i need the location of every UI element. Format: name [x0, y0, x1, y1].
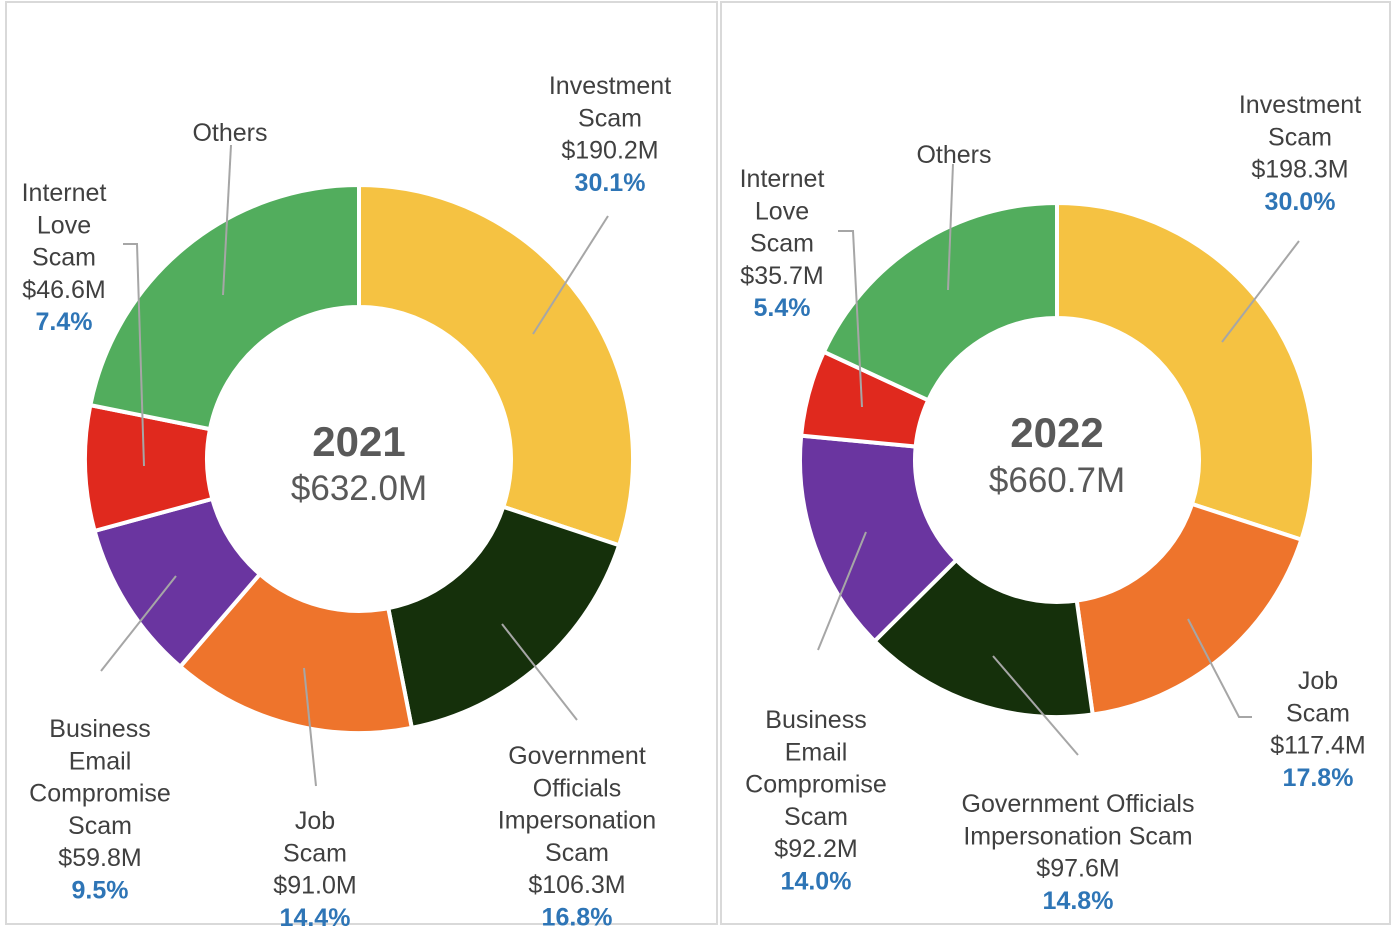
- leader-line-job: [1187, 618, 1252, 718]
- percent-label-investment: 30.1%: [575, 169, 646, 197]
- amount-label-job: $91.0M: [273, 872, 356, 900]
- data-label-job: Job Scam: [1286, 667, 1350, 727]
- data-label-others: Others: [916, 141, 991, 169]
- amount-label-job: $117.4M: [1270, 732, 1365, 760]
- amount-label-investment: $190.2M: [561, 137, 658, 165]
- percent-label-internet-love: 5.4%: [754, 294, 811, 322]
- center-total-label: $660.7M: [989, 461, 1125, 500]
- data-label-investment: Investment Scam: [549, 72, 671, 132]
- donut-chart-2021: Investment Scam $190.2M 30.1% Government Offi…: [22, 72, 672, 928]
- data-label-job: Job Scam: [283, 807, 347, 867]
- data-label-investment: Investment Scam: [1239, 91, 1361, 151]
- leader-line-others: [947, 163, 954, 291]
- leader-line-government: [501, 623, 578, 721]
- slice-investment: [1055, 200, 1316, 543]
- slice-government: [385, 504, 622, 731]
- leader-line-government: [992, 655, 1079, 756]
- data-label-others: Others: [192, 119, 267, 147]
- center-year-label: 2021: [312, 418, 405, 465]
- percent-label-government: 16.8%: [542, 904, 613, 928]
- data-label-government: Government Officials Impersonation Scam: [962, 790, 1195, 850]
- percent-label-business-email: 9.5%: [72, 877, 129, 905]
- leader-line-business-email: [100, 575, 177, 672]
- amount-label-government: $97.6M: [1036, 855, 1119, 883]
- data-label-business-email: Business Email Compromise Scam: [745, 706, 887, 831]
- amount-label-internet-love: $46.6M: [22, 276, 105, 304]
- amount-label-business-email: $59.8M: [58, 844, 141, 872]
- leader-line-job: [303, 667, 317, 787]
- percent-label-internet-love: 7.4%: [36, 308, 93, 336]
- percent-label-investment: 30.0%: [1265, 188, 1336, 216]
- amount-label-government: $106.3M: [528, 871, 625, 899]
- amount-label-internet-love: $35.7M: [740, 262, 823, 290]
- leader-line-investment: [1221, 240, 1300, 343]
- amount-label-investment: $198.3M: [1251, 156, 1348, 184]
- data-label-business-email: Business Email Compromise Scam: [29, 715, 171, 840]
- data-label-government: Government Officials Impersonation Scam: [498, 742, 656, 867]
- leader-line-investment: [532, 215, 609, 335]
- leader-line-internet-love: [123, 243, 145, 467]
- slice-job: [1074, 501, 1304, 717]
- percent-label-government: 14.8%: [1043, 887, 1114, 915]
- amount-label-business-email: $92.2M: [774, 835, 857, 863]
- leader-line-business-email: [817, 531, 867, 651]
- slice-investment: [357, 182, 635, 548]
- data-label-internet-love: Internet Love Scam: [22, 179, 107, 272]
- center-year-label: 2022: [1010, 409, 1103, 456]
- center-total-label: $632.0M: [291, 469, 427, 508]
- slice-others: [87, 182, 361, 432]
- data-label-internet-love: Internet Love Scam: [740, 165, 825, 258]
- percent-label-job: 17.8%: [1283, 764, 1354, 792]
- leader-line-others: [222, 144, 232, 296]
- percent-label-business-email: 14.0%: [781, 868, 852, 896]
- slice-others: [821, 200, 1059, 403]
- donut-chart-2022: Investment Scam $198.3M 30.0% Job Scam $117.4M…: [740, 91, 1366, 915]
- percent-label-job: 14.4%: [280, 904, 351, 928]
- leader-line-internet-love: [838, 230, 863, 408]
